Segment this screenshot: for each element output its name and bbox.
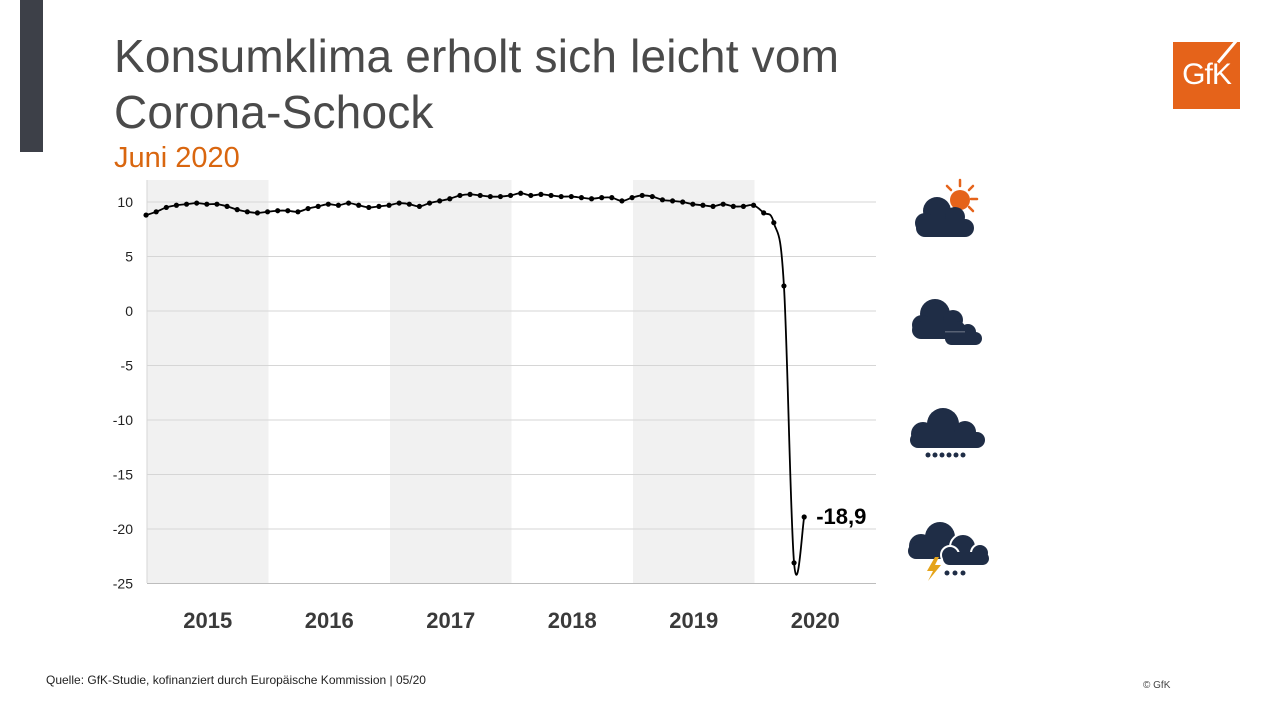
data-point — [153, 209, 159, 215]
page-title: Konsumklima erholt sich leicht vom Coron… — [114, 30, 840, 138]
data-point — [497, 193, 504, 200]
sun-cloud-icon — [915, 178, 979, 237]
data-point — [659, 197, 666, 203]
data-point — [548, 192, 554, 199]
data-point — [528, 192, 534, 199]
data-point — [416, 203, 423, 209]
data-point — [264, 209, 271, 215]
data-point — [214, 201, 220, 207]
data-point — [457, 192, 463, 199]
data-point — [588, 196, 595, 202]
year-band-2017 — [390, 180, 512, 583]
data-point — [669, 198, 676, 204]
y-tick-label: 5 — [125, 249, 133, 265]
year-label-2020: 2020 — [791, 608, 840, 633]
data-point — [285, 208, 291, 214]
data-point — [325, 201, 331, 207]
data-point — [295, 209, 301, 215]
cloudy-icon — [912, 299, 982, 345]
data-point — [568, 193, 574, 200]
y-tick-label: -10 — [113, 412, 133, 428]
data-point — [204, 201, 210, 207]
data-point — [700, 202, 706, 208]
year-band-2015 — [147, 180, 269, 583]
year-band-2019 — [633, 180, 755, 583]
data-point — [335, 202, 342, 208]
year-label-2018: 2018 — [548, 608, 597, 633]
data-point — [376, 203, 382, 209]
y-tick-label: 0 — [125, 303, 133, 319]
data-point — [761, 210, 767, 216]
data-point — [315, 203, 321, 209]
y-tick-label: 10 — [117, 194, 133, 210]
year-label-2015: 2015 — [183, 608, 232, 633]
data-point — [386, 202, 392, 208]
data-point — [791, 560, 797, 566]
data-point — [639, 192, 645, 199]
data-point — [406, 201, 412, 207]
data-point — [507, 192, 514, 199]
copyright-note: © GfK — [1143, 680, 1171, 691]
data-point — [366, 204, 372, 211]
y-tick-label: -25 — [113, 576, 133, 592]
latest-value-label: -18,9 — [816, 504, 866, 529]
data-point — [254, 210, 261, 216]
year-label-2017: 2017 — [426, 608, 475, 633]
data-point — [396, 200, 402, 206]
data-point — [143, 212, 149, 218]
data-point — [356, 202, 362, 208]
rain-cloud-icon — [910, 408, 985, 458]
data-point — [771, 220, 777, 226]
data-point — [305, 205, 311, 212]
data-point — [710, 203, 716, 209]
year-label-2019: 2019 — [669, 608, 718, 633]
logo-text: GfK — [1182, 58, 1232, 91]
data-point — [538, 191, 544, 197]
data-point — [345, 200, 352, 206]
data-point — [194, 200, 200, 206]
y-tick-label: -15 — [113, 467, 133, 483]
data-point — [680, 199, 686, 205]
data-point — [558, 193, 564, 200]
data-point — [649, 193, 655, 200]
data-point — [224, 203, 230, 209]
data-point — [244, 209, 250, 215]
data-point — [487, 193, 493, 200]
data-point — [690, 201, 696, 207]
y-tick-label: -20 — [113, 521, 133, 537]
data-point — [447, 196, 453, 202]
thunderstorm-icon — [908, 522, 990, 581]
data-point — [477, 192, 483, 199]
data-point — [173, 202, 180, 208]
data-point — [801, 514, 807, 520]
data-point — [629, 195, 635, 201]
data-point — [730, 203, 736, 209]
data-point — [720, 201, 726, 207]
y-tick-label: -5 — [121, 358, 134, 374]
data-point — [467, 191, 473, 197]
data-point — [609, 195, 615, 201]
data-point — [750, 202, 757, 208]
data-point — [275, 208, 281, 214]
data-point — [740, 203, 747, 209]
data-point — [234, 207, 240, 213]
gfk-logo: GfK — [1173, 42, 1240, 109]
page-subtitle: Juni 2020 — [114, 142, 240, 174]
data-point — [437, 198, 443, 204]
data-point — [183, 201, 190, 207]
data-point — [426, 200, 433, 206]
data-point — [619, 198, 625, 204]
year-label-2016: 2016 — [305, 608, 354, 633]
side-accent-bar — [20, 0, 43, 152]
data-point — [599, 195, 605, 201]
data-point — [578, 195, 585, 201]
data-point — [781, 283, 787, 289]
source-note: Quelle: GfK-Studie, kofinanziert durch E… — [46, 673, 426, 687]
data-point — [163, 204, 169, 211]
data-point — [518, 190, 524, 196]
